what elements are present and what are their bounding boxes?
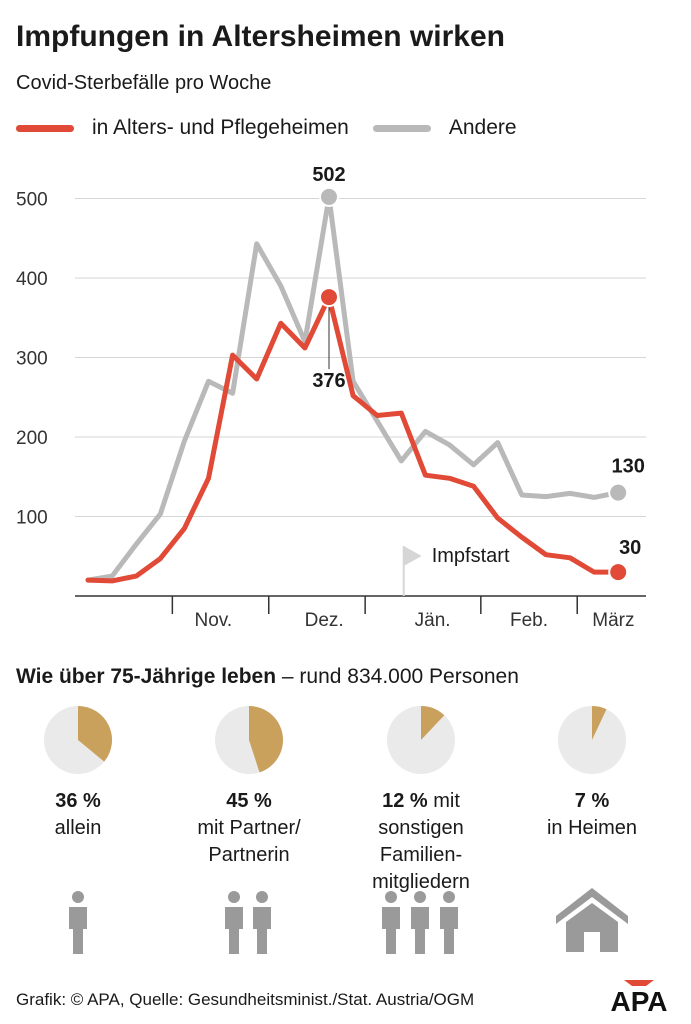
legend-label-heime: in Alters- und Pflegeheimen — [92, 116, 349, 139]
annotation-label: 502 — [312, 164, 345, 186]
annotation-marker — [608, 562, 629, 583]
pie-group-partner: 45 % mit Partner/ Partnerin — [174, 704, 324, 869]
pie-caption-line: mitgliedern — [372, 871, 470, 893]
impfstart-label: Impfstart — [432, 545, 510, 567]
x-tick-label: Jän. — [415, 610, 451, 631]
pie-slice — [421, 706, 445, 740]
y-tick-label: 400 — [16, 269, 48, 290]
section-title: Wie über 75-Jährige leben – rund 834.000… — [16, 665, 519, 689]
x-tick-label: Dez. — [305, 610, 344, 631]
y-tick-label: 100 — [16, 508, 48, 529]
pie-caption-suffix: mit — [427, 790, 460, 812]
legend-swatch-andere — [372, 124, 431, 132]
pie-group-allein: 36 % allein — [3, 704, 153, 842]
series-line-andere — [85, 194, 621, 583]
source-footer: Grafik: © APA, Quelle: Gesundheitsminist… — [16, 990, 475, 1009]
x-tick-label: März — [592, 610, 634, 631]
line-chart: 100 200 300 400 500 Nov. Dez. Jän. Feb. März Impfs… — [16, 164, 646, 631]
legend-item-heime: in Alters- und Pflegeheimen — [16, 116, 349, 140]
x-tick-label: Nov. — [194, 610, 232, 631]
three-persons-icon — [382, 891, 458, 954]
apa-logo: APA — [610, 980, 668, 1014]
pie-caption-line: allein — [54, 817, 102, 839]
pie-percent: 7 % — [574, 790, 610, 812]
chart-legend: in Alters- und Pflegeheimen Andere — [16, 114, 541, 142]
series-line-heime — [85, 294, 621, 584]
house-icon — [556, 888, 628, 952]
annotation-marker — [608, 482, 629, 503]
pie-caption-line: sonstigen — [378, 817, 464, 839]
pie-caption-line: in Heimen — [546, 817, 638, 839]
annotation-marker — [319, 287, 339, 308]
pie-percent: 45 % — [226, 790, 272, 812]
pie-slice — [78, 706, 113, 762]
two-persons-icon — [225, 891, 271, 954]
pie-percent: 36 % — [55, 790, 101, 812]
pie-caption-line: mit Partner/ — [197, 817, 301, 839]
pie-chart-heime — [558, 706, 626, 774]
apa-logo-text: APA — [610, 986, 667, 1014]
pie-caption-line: Familien- — [379, 844, 463, 866]
pie-group-heime: 7 % in Heimen — [517, 704, 667, 842]
annotation-label: 130 — [612, 456, 645, 478]
y-tick-label: 500 — [16, 190, 48, 211]
pie-caption-line: Partnerin — [208, 844, 290, 866]
pie-group-familie: 12 % mit sonstigen Familien- mitgliedern — [346, 704, 496, 896]
annotation-label: 376 — [312, 370, 345, 392]
annotation-label: 30 — [619, 537, 641, 559]
pie-chart-allein — [44, 706, 113, 774]
pie-percent: 12 % — [382, 790, 428, 812]
pie-chart-partner — [215, 706, 284, 774]
impfstart-flag-icon — [403, 546, 422, 566]
annotation-marker — [319, 186, 339, 207]
y-tick-label: 200 — [16, 428, 48, 449]
pie-chart-familie — [387, 706, 455, 774]
section-title-rest: – rund 834.000 Personen — [276, 665, 519, 688]
pie-slice — [249, 706, 284, 773]
legend-swatch-heime — [16, 124, 74, 132]
legend-label-andere: Andere — [448, 116, 517, 139]
y-tick-label: 300 — [16, 349, 48, 370]
pie-slice — [592, 706, 607, 740]
page-title: Impfungen in Altersheimen wirken — [16, 20, 505, 53]
legend-item-andere: Andere — [372, 116, 517, 140]
one-person-icon — [69, 891, 87, 954]
chart-subtitle: Covid-Sterbefälle pro Woche — [16, 72, 272, 94]
section-title-bold: Wie über 75-Jährige leben — [16, 665, 277, 688]
x-tick-label: Feb. — [510, 610, 548, 631]
